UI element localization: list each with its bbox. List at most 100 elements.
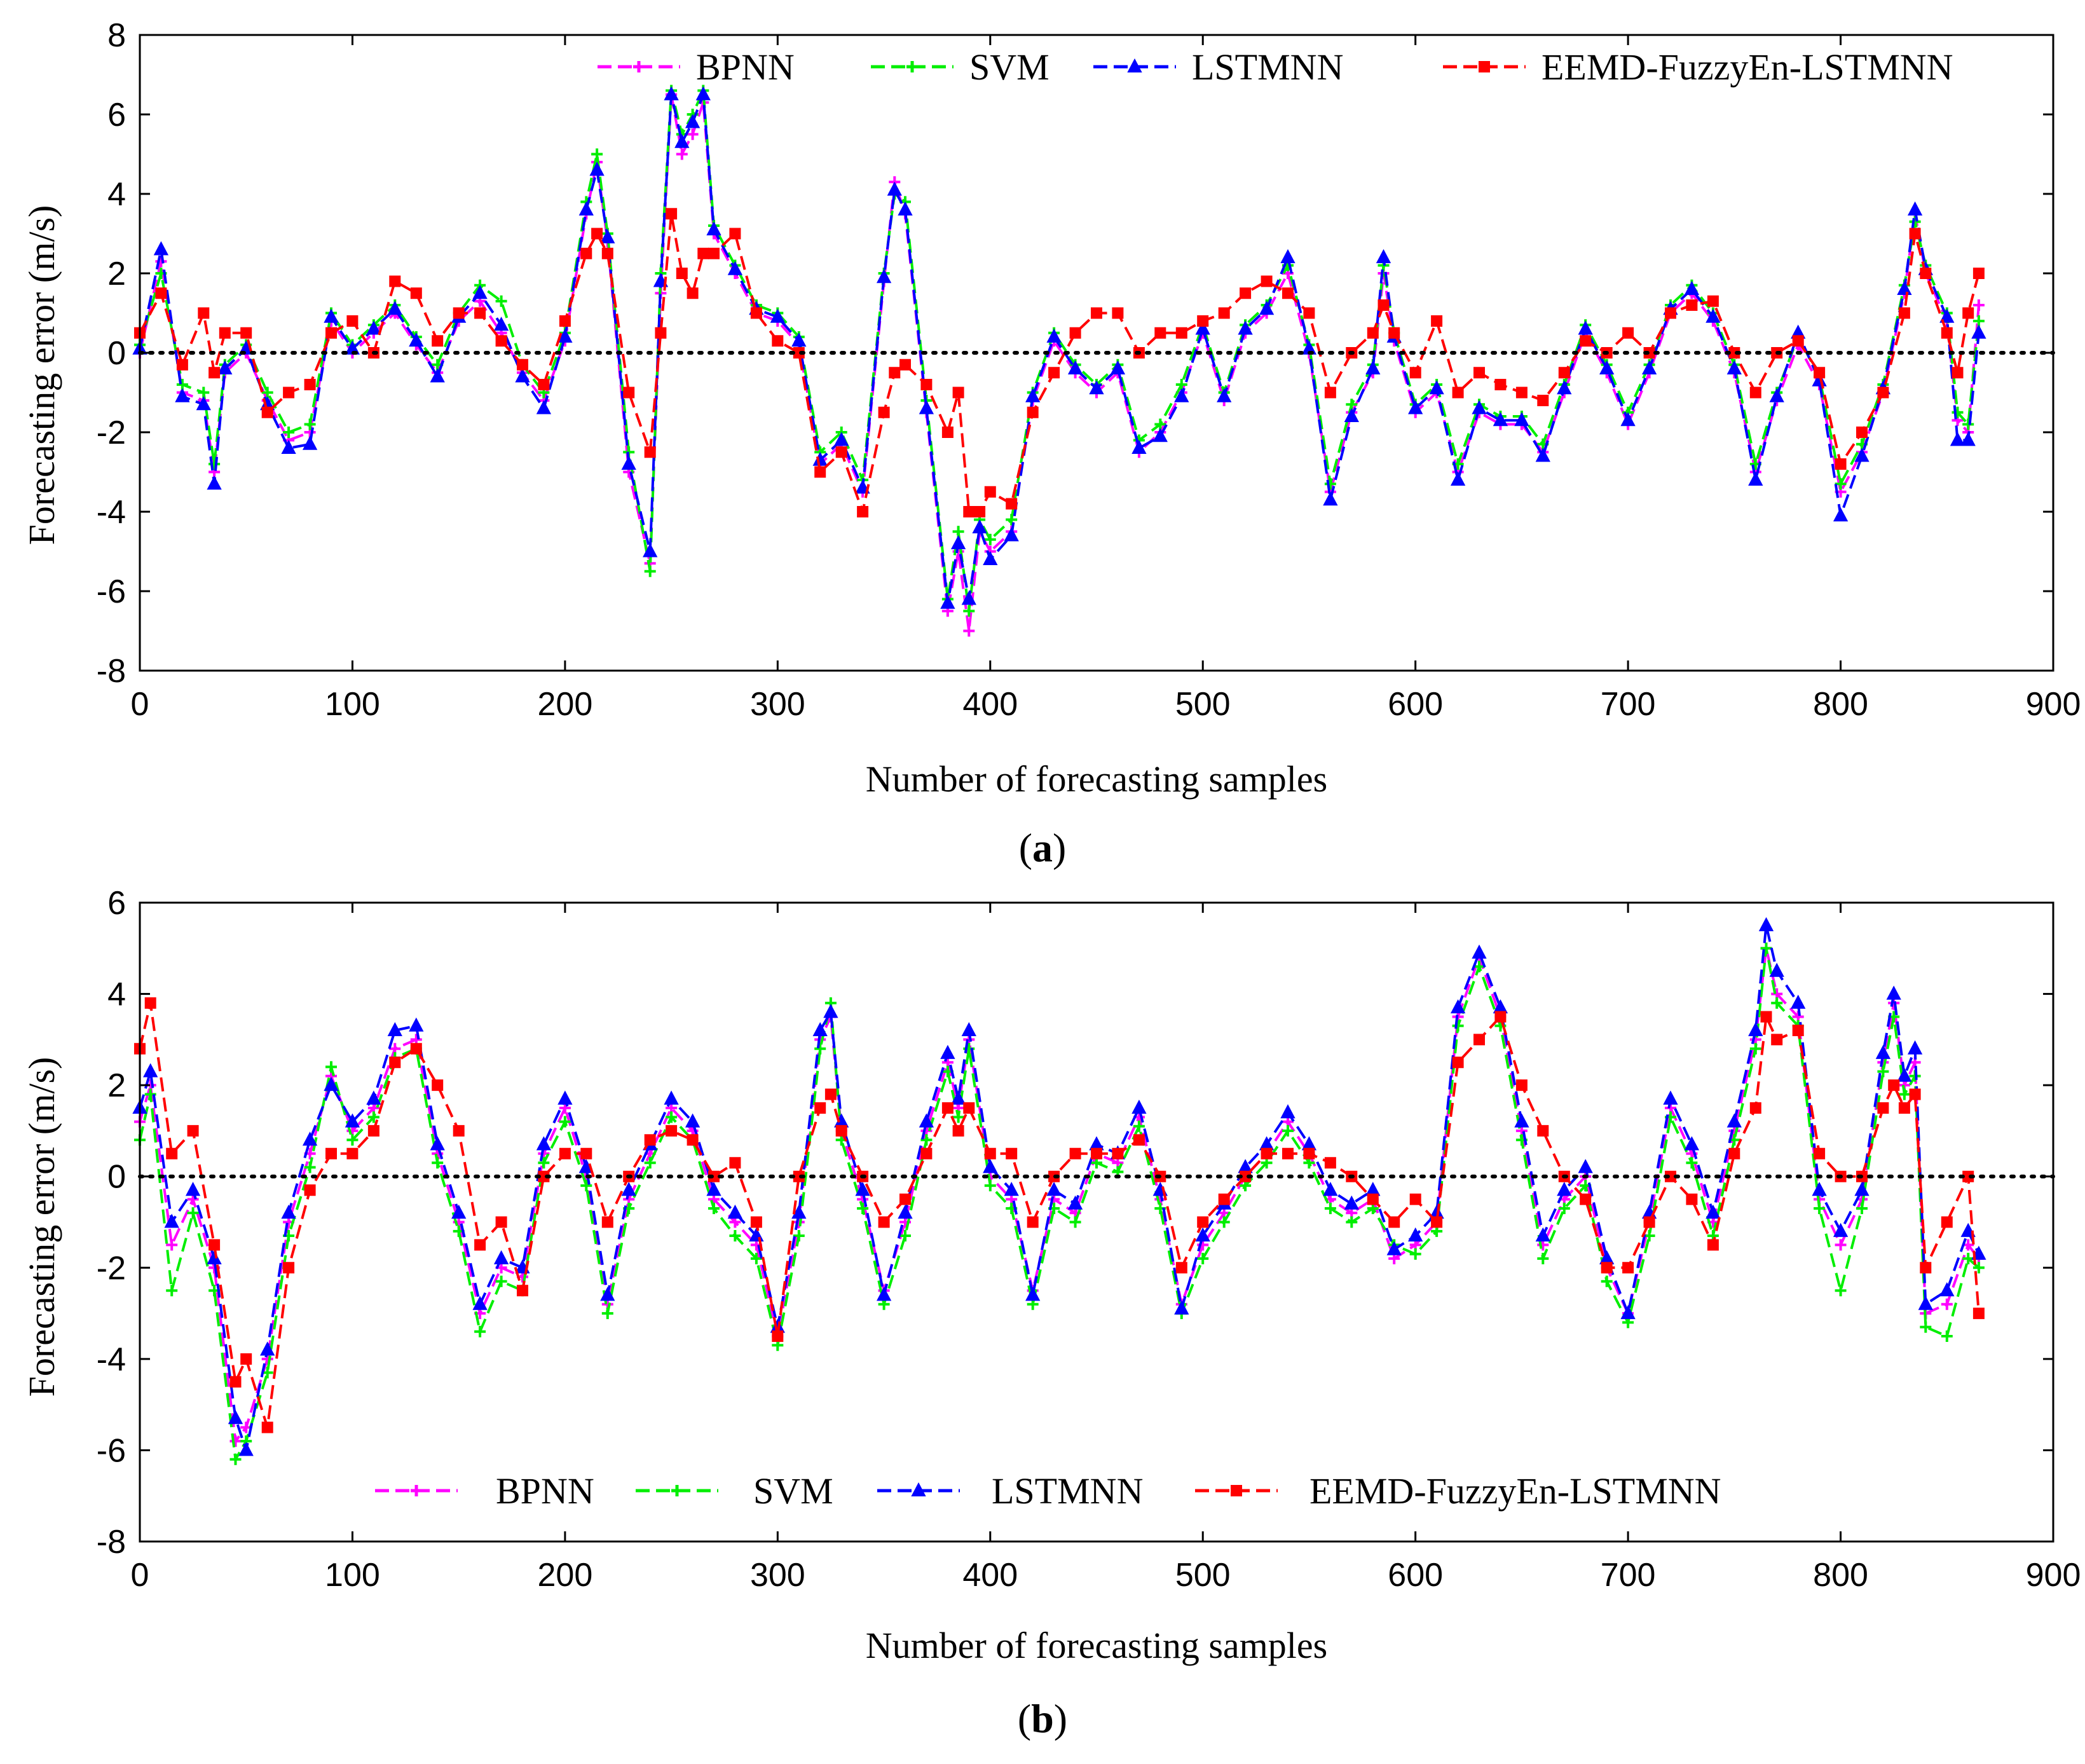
- data-point-lstmnn: [1386, 1241, 1402, 1255]
- data-point-lstmnn: [1195, 1227, 1210, 1241]
- data-point-lstmnn: [472, 1296, 488, 1310]
- data-point-eemd-fuzzyen-lstmnn: [1048, 367, 1060, 379]
- data-point-eemd-fuzzyen-lstmnn: [772, 335, 784, 347]
- y-tick-label: 8: [107, 17, 126, 54]
- data-point-eemd-fuzzyen-lstmnn: [1580, 335, 1592, 347]
- data-point-lstmnn: [1089, 380, 1104, 395]
- x-axis-label: Number of forecasting samples: [866, 1625, 1327, 1666]
- data-point-svm: [984, 533, 996, 545]
- data-point-eemd-fuzzyen-lstmnn: [1920, 1262, 1932, 1274]
- data-point-lstmnn: [1748, 471, 1763, 486]
- data-point-lstmnn: [1365, 360, 1381, 374]
- data-point-lstmnn: [1950, 432, 1965, 446]
- data-point-lstmnn: [1238, 320, 1253, 335]
- data-point-eemd-fuzzyen-lstmnn: [229, 1376, 242, 1388]
- data-point-eemd-fuzzyen-lstmnn: [644, 446, 656, 458]
- data-point-lstmnn: [1110, 360, 1126, 374]
- data-point-lstmnn: [324, 1076, 339, 1091]
- data-point-svm: [591, 148, 603, 160]
- data-point-lstmnn: [961, 1022, 976, 1036]
- data-point-lstmnn: [1578, 320, 1593, 335]
- data-point-eemd-fuzzyen-lstmnn: [1814, 1147, 1826, 1159]
- data-point-bpnn: [676, 148, 688, 160]
- data-point-lstmnn: [1089, 1136, 1104, 1151]
- data-point-eemd-fuzzyen-lstmnn: [1006, 1147, 1018, 1159]
- data-point-svm: [432, 1157, 444, 1169]
- data-point-svm: [346, 1134, 359, 1146]
- data-point-eemd-fuzzyen-lstmnn: [963, 1102, 975, 1114]
- legend-marker-lstmnn: [911, 1482, 926, 1496]
- data-point-eemd-fuzzyen-lstmnn: [283, 1262, 295, 1274]
- data-point-svm: [1006, 514, 1018, 526]
- legend-entry-lstmnn: LSTMNN: [1093, 46, 1343, 88]
- data-point-svm: [559, 1116, 571, 1128]
- legend-label-lstmnn: LSTMNN: [1192, 46, 1343, 88]
- legend-entry-bpnn: BPNN: [375, 1470, 594, 1512]
- data-point-lstmnn: [950, 1090, 966, 1105]
- data-point-eemd-fuzzyen-lstmnn: [729, 228, 741, 240]
- data-point-svm: [187, 1207, 199, 1219]
- x-tick-label: 100: [325, 686, 380, 723]
- data-point-eemd-fuzzyen-lstmnn: [1154, 327, 1166, 339]
- data-point-svm: [1814, 1203, 1826, 1214]
- series-line-eemd-fuzzyen-lstmnn: [139, 212, 1980, 513]
- legend-marker-bpnn: [411, 1485, 422, 1496]
- legend-label-svm: SVM: [969, 46, 1049, 88]
- data-point-lstmnn: [1195, 320, 1210, 335]
- data-point-lstmnn: [1067, 1195, 1083, 1210]
- data-point-eemd-fuzzyen-lstmnn: [1972, 1308, 1985, 1320]
- data-point-svm: [814, 1043, 826, 1055]
- data-point-lstmnn: [302, 1132, 318, 1146]
- data-point-eemd-fuzzyen-lstmnn: [1218, 1193, 1230, 1205]
- data-point-eemd-fuzzyen-lstmnn: [601, 1216, 613, 1228]
- series-line-bpnn: [139, 947, 1980, 1443]
- y-axis-label: Forecasting error (m/s): [21, 1057, 62, 1397]
- data-point-svm: [304, 1161, 316, 1173]
- data-point-lstmnn: [472, 285, 488, 299]
- data-point-bpnn: [229, 1435, 242, 1447]
- data-point-eemd-fuzzyen-lstmnn: [1920, 268, 1932, 279]
- data-point-eemd-fuzzyen-lstmnn: [814, 1102, 826, 1114]
- data-point-svm: [1962, 1252, 1974, 1264]
- data-point-lstmnn: [1706, 308, 1721, 323]
- data-point-svm: [793, 1230, 805, 1241]
- x-axis-label: Number of forecasting samples: [866, 758, 1327, 800]
- data-point-eemd-fuzzyen-lstmnn: [1240, 287, 1252, 299]
- data-point-lstmnn: [493, 317, 509, 331]
- data-point-eemd-fuzzyen-lstmnn: [1952, 367, 1964, 379]
- data-point-svm: [1324, 478, 1336, 490]
- data-point-eemd-fuzzyen-lstmnn: [346, 315, 359, 327]
- series-svm: [134, 942, 1985, 1465]
- data-point-eemd-fuzzyen-lstmnn: [1909, 228, 1921, 240]
- data-point-lstmnn: [238, 1442, 254, 1456]
- data-point-lstmnn: [1854, 448, 1870, 462]
- data-point-eemd-fuzzyen-lstmnn: [878, 406, 890, 418]
- data-point-eemd-fuzzyen-lstmnn: [984, 486, 996, 498]
- data-point-lstmnn: [409, 332, 424, 347]
- y-tick-label: 4: [107, 176, 126, 213]
- data-point-eemd-fuzzyen-lstmnn: [240, 327, 252, 339]
- data-point-lstmnn: [536, 400, 552, 414]
- x-tick-label: 100: [325, 1557, 380, 1594]
- y-tick-label: -4: [97, 1341, 126, 1378]
- y-tick-label: 4: [107, 976, 126, 1013]
- data-point-eemd-fuzzyen-lstmnn: [1707, 1239, 1719, 1251]
- data-point-eemd-fuzzyen-lstmnn: [367, 1125, 379, 1137]
- legend-entry-eemd-fuzzyen-lstmnn: EEMD-FuzzyEn-LSTMNN: [1195, 1470, 1721, 1512]
- data-point-eemd-fuzzyen-lstmnn: [1197, 1216, 1209, 1228]
- data-point-eemd-fuzzyen-lstmnn: [1261, 275, 1273, 287]
- data-point-lstmnn: [621, 455, 636, 470]
- data-point-lstmnn: [260, 1341, 275, 1356]
- data-point-eemd-fuzzyen-lstmnn: [1218, 307, 1230, 319]
- data-point-lstmnn: [1769, 962, 1784, 977]
- data-point-eemd-fuzzyen-lstmnn: [1133, 1134, 1145, 1146]
- data-point-eemd-fuzzyen-lstmnn: [1112, 307, 1124, 319]
- data-point-eemd-fuzzyen-lstmnn: [346, 1147, 359, 1159]
- data-point-lstmnn: [972, 519, 987, 533]
- data-point-eemd-fuzzyen-lstmnn: [261, 406, 273, 418]
- legend-marker-bpnn: [633, 61, 645, 72]
- data-point-eemd-fuzzyen-lstmnn: [495, 1216, 507, 1228]
- data-point-lstmnn: [695, 86, 711, 100]
- data-point-lstmnn: [185, 1182, 201, 1196]
- data-point-lstmnn: [196, 396, 211, 411]
